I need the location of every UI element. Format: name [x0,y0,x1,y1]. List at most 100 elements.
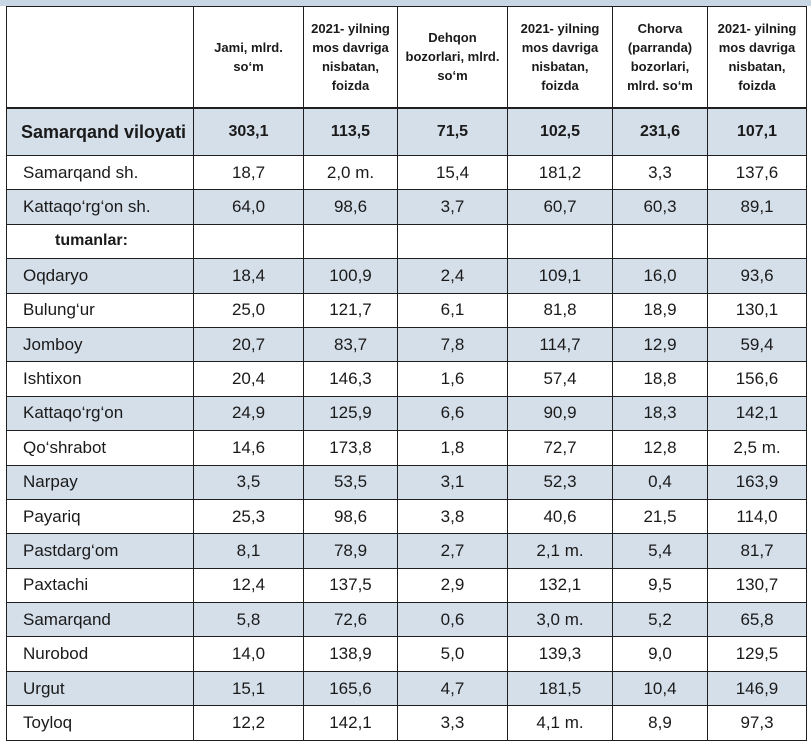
value-cell: 60,7 [507,189,613,225]
value-cell: 5,8 [193,602,304,638]
value-cell: 18,4 [193,258,304,294]
top-divider [0,0,811,6]
value-cell: 303,1 [193,107,304,156]
header-row: Jami, mlrd. so‘m 2021- yilning mos davri… [6,6,807,109]
value-cell: 12,4 [193,567,304,604]
row-label: Pastdarg‘om [6,533,194,569]
row-label: Payariq [6,498,194,535]
row-label: Samarqand viloyati [6,107,194,156]
row-label: Qo‘shrabot [6,430,194,466]
value-cell: 3,3 [397,705,508,741]
value-cell: 6,6 [397,395,508,432]
table-row: Bulung‘ur 25,0 121,7 6,1 81,8 18,9 130,1 [6,292,807,328]
value-cell: 81,7 [707,533,807,569]
value-cell: 72,6 [303,602,398,638]
value-cell: 24,9 [193,395,304,432]
market-turnover-table: Jami, mlrd. so‘m 2021- yilning mos davri… [6,6,807,741]
table-row: Pastdarg‘om 8,1 78,9 2,7 2,1 m. 5,4 81,7 [6,533,807,569]
table-row: Narpay 3,5 53,5 3,1 52,3 0,4 163,9 [6,464,807,500]
value-cell: 156,6 [707,361,807,397]
value-cell: 18,3 [612,395,708,432]
table-row: Nurobod 14,0 138,9 5,0 139,3 9,0 129,5 [6,636,807,672]
value-cell: 130,7 [707,567,807,604]
value-cell: 9,5 [612,567,708,604]
value-cell: 93,6 [707,258,807,294]
row-label: Ishtixon [6,361,194,397]
table-row: Qo‘shrabot 14,6 173,8 1,8 72,7 12,8 2,5 m. [6,430,807,466]
row-label: Bulung‘ur [6,292,194,328]
value-cell: 142,1 [707,395,807,432]
value-cell: 72,7 [507,430,613,466]
row-label: Jomboy [6,326,194,363]
value-cell: 65,8 [707,602,807,638]
value-cell: 2,0 m. [303,154,398,191]
value-cell: 20,4 [193,361,304,397]
value-cell: 3,3 [612,154,708,191]
value-cell: 6,1 [397,292,508,328]
table-row: Samarqand sh. 18,7 2,0 m. 15,4 181,2 3,3 137,6 [6,154,807,191]
row-label: tumanlar: [6,223,194,260]
table-row: Paxtachi 12,4 137,5 2,9 132,1 9,5 130,7 [6,567,807,604]
value-cell: 10,4 [612,670,708,707]
row-label: Samarqand sh. [6,154,194,191]
value-cell: 2,9 [397,567,508,604]
value-cell: 1,6 [397,361,508,397]
value-cell [193,223,304,260]
value-cell: 132,1 [507,567,613,604]
value-cell: 83,7 [303,326,398,363]
value-cell: 7,8 [397,326,508,363]
value-cell: 0,6 [397,602,508,638]
value-cell: 15,1 [193,670,304,707]
value-cell: 114,7 [507,326,613,363]
value-cell: 90,9 [507,395,613,432]
table-row: Ishtixon 20,4 146,3 1,6 57,4 18,8 156,6 [6,361,807,397]
value-cell: 137,5 [303,567,398,604]
value-cell: 181,2 [507,154,613,191]
row-label: Kattaqo‘rg‘on sh. [6,189,194,225]
value-cell: 129,5 [707,636,807,672]
value-cell: 71,5 [397,107,508,156]
value-cell: 100,9 [303,258,398,294]
value-cell: 9,0 [612,636,708,672]
table-row: Toyloq 12,2 142,1 3,3 4,1 m. 8,9 97,3 [6,705,807,741]
row-label: Kattaqo‘rg‘on [6,395,194,432]
value-cell: 64,0 [193,189,304,225]
value-cell: 52,3 [507,464,613,500]
value-cell: 2,7 [397,533,508,569]
row-label: Nurobod [6,636,194,672]
value-cell: 14,6 [193,430,304,466]
row-label: Paxtachi [6,567,194,604]
value-cell: 8,9 [612,705,708,741]
value-cell: 4,1 m. [507,705,613,741]
value-cell: 98,6 [303,189,398,225]
value-cell: 181,5 [507,670,613,707]
value-cell [612,223,708,260]
row-label: Toyloq [6,705,194,741]
table-row: Jomboy 20,7 83,7 7,8 114,7 12,9 59,4 [6,326,807,363]
value-cell: 3,0 m. [507,602,613,638]
value-cell: 5,4 [612,533,708,569]
value-cell: 12,8 [612,430,708,466]
row-label: Urgut [6,670,194,707]
value-cell: 18,8 [612,361,708,397]
value-cell: 114,0 [707,498,807,535]
row-label: Narpay [6,464,194,500]
value-cell: 102,5 [507,107,613,156]
value-cell: 57,4 [507,361,613,397]
table-row: Payariq 25,3 98,6 3,8 40,6 21,5 114,0 [6,498,807,535]
value-cell: 0,4 [612,464,708,500]
value-cell: 2,4 [397,258,508,294]
value-cell: 146,9 [707,670,807,707]
value-cell: 78,9 [303,533,398,569]
value-cell: 2,1 m. [507,533,613,569]
value-cell: 3,5 [193,464,304,500]
table-row: Urgut 15,1 165,6 4,7 181,5 10,4 146,9 [6,670,807,707]
value-cell: 18,7 [193,154,304,191]
table-row: Kattaqo‘rg‘on sh. 64,0 98,6 3,7 60,7 60,3 89,1 [6,189,807,225]
table-row: tumanlar: [6,223,807,260]
value-cell: 138,9 [303,636,398,672]
table-row: Samarqand 5,8 72,6 0,6 3,0 m. 5,2 65,8 [6,602,807,638]
value-cell: 231,6 [612,107,708,156]
value-cell: 142,1 [303,705,398,741]
